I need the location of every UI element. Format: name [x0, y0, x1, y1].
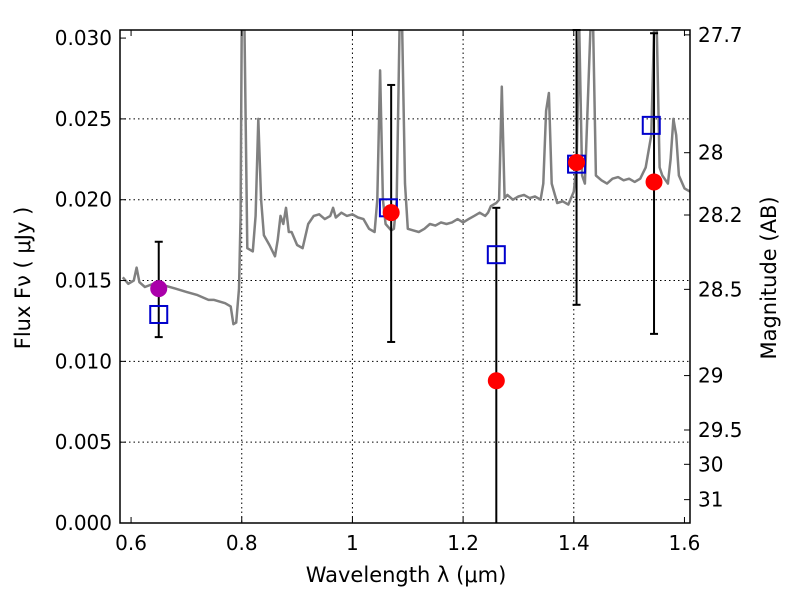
y-right-tick-label: 31 [698, 488, 723, 512]
y-axis-left-label: Flux Fν ( μJy ) [11, 207, 35, 350]
y-tick-label: 0.030 [55, 26, 112, 50]
model-square [486, 245, 506, 265]
y-tick-label: 0.005 [55, 430, 112, 454]
x-tick-label: 0.6 [115, 531, 147, 555]
x-tick-label: 1.6 [669, 531, 701, 555]
x-tick-label: 1.2 [447, 531, 479, 555]
data-point [150, 280, 168, 298]
y-tick-label: 0.025 [55, 107, 112, 131]
data-point [382, 204, 400, 222]
model-square [641, 115, 661, 135]
grid-lines [120, 30, 690, 523]
spectrum-series [121, 30, 690, 326]
y-right-tick-label: 27.7 [698, 23, 743, 47]
y-axis-right-label: Magnitude (AB) [757, 196, 781, 359]
x-axis-ticks: 0.6 0.8 1 1.2 1.4 1.6 [115, 30, 700, 555]
y-tick-label: 0.010 [55, 349, 112, 373]
x-tick-label: 0.8 [226, 531, 258, 555]
spectrum-line [121, 30, 690, 326]
y-tick-label: 0.000 [55, 511, 112, 535]
y-axis-left-ticks: 0.000 0.005 0.010 0.015 0.020 0.025 0.030 [55, 26, 126, 535]
x-tick-label: 1.4 [558, 531, 590, 555]
data-point [645, 173, 663, 191]
y-right-tick-label: 28.2 [698, 203, 743, 227]
y-tick-label: 0.015 [55, 269, 112, 293]
y-right-tick-label: 30 [698, 452, 723, 476]
x-tick-label: 1 [346, 531, 359, 555]
y-right-tick-label: 29.5 [698, 418, 743, 442]
y-tick-label: 0.020 [55, 188, 112, 212]
y-right-tick-label: 28.5 [698, 277, 743, 301]
data-point [568, 154, 586, 172]
y-right-tick-label: 29 [698, 364, 723, 388]
observed-points [150, 154, 663, 390]
error-bars [154, 29, 659, 523]
plot-frame [119, 29, 691, 524]
x-axis-label: Wavelength λ (μm) [306, 563, 507, 587]
data-point [487, 372, 505, 390]
y-axis-right-ticks: 27.7 28 28.2 28.5 29 29.5 30 31 [684, 23, 743, 512]
model-square [149, 304, 169, 324]
y-right-tick-label: 28 [698, 141, 723, 165]
